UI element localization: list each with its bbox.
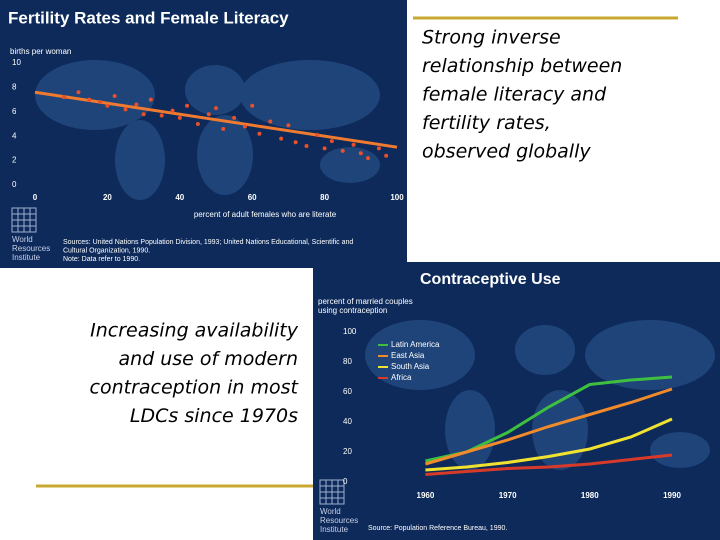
y-tick-label: 0 <box>343 477 348 486</box>
scatter-point <box>322 146 327 151</box>
legend-label: Latin America <box>391 340 440 349</box>
y-tick-label: 4 <box>12 131 17 140</box>
map-decoration <box>35 60 380 200</box>
source-note: Sources: United Nations Population Divis… <box>63 239 353 246</box>
caption: and use of modern <box>118 348 298 370</box>
y-tick-label: 8 <box>12 83 17 92</box>
y-axis-label: using contraception <box>318 306 387 315</box>
scatter-point <box>195 122 200 126</box>
source-note: Note: Data refer to 1990. <box>63 256 140 263</box>
scatter-point <box>105 103 110 108</box>
legend-label: Africa <box>391 373 412 382</box>
x-tick-label: 1980 <box>581 491 599 500</box>
legend-label: South Asia <box>391 362 430 371</box>
scatter-point <box>279 136 284 141</box>
y-tick-label: 2 <box>12 156 17 165</box>
series-line <box>425 387 673 466</box>
scatter-point <box>134 102 139 107</box>
scatter-point <box>268 119 273 124</box>
y-tick-label: 40 <box>343 417 352 426</box>
scatter-point <box>123 107 128 112</box>
y-tick-label: 6 <box>12 107 17 116</box>
caption: female literacy and <box>422 84 607 106</box>
scatter-point <box>329 139 334 144</box>
scatter-point <box>293 140 298 145</box>
scatter-point <box>98 100 103 105</box>
scatter-point <box>315 132 320 137</box>
scatter-point <box>148 97 153 102</box>
logo-icon <box>11 207 345 505</box>
x-tick-label: 40 <box>175 193 184 202</box>
y-tick-label: 0 <box>12 180 17 189</box>
scatter-point <box>206 112 211 117</box>
source-note: Source: Population Reference Bureau, 199… <box>368 525 507 532</box>
scatter-point <box>61 95 66 100</box>
x-tick-label: 0 <box>33 193 38 202</box>
trend-line <box>34 90 398 149</box>
legend-label: East Asia <box>391 351 425 360</box>
chart-background <box>313 262 720 540</box>
y-axis-label: births per woman <box>10 47 71 56</box>
scatter-point <box>112 93 117 98</box>
series-line <box>425 453 673 476</box>
scatter-point <box>242 124 247 129</box>
scatter-point <box>286 123 291 128</box>
caption: relationship between <box>422 55 622 77</box>
series-line <box>425 417 673 472</box>
caption: Increasing availability <box>90 320 299 342</box>
caption: Strong inverse <box>422 27 561 49</box>
logo-text: World <box>12 235 33 244</box>
scatter-point <box>214 106 218 111</box>
scatter-point <box>351 142 356 147</box>
x-tick-label: 80 <box>320 193 329 202</box>
y-tick-label: 60 <box>343 387 352 396</box>
caption: observed globally <box>422 141 591 163</box>
logo-text: Resources <box>320 516 358 525</box>
logo-text: Institute <box>12 253 41 262</box>
logo-text: Institute <box>320 525 349 534</box>
logo-text: Resources <box>12 244 50 253</box>
y-axis-label: percent of married couples <box>318 297 413 306</box>
caption: LDCs since 1970s <box>130 405 298 427</box>
source-note: Cultural Organization, 1990. <box>63 247 150 254</box>
x-axis-label: percent of adult females who are literat… <box>194 210 337 219</box>
caption: fertility rates, <box>422 112 551 134</box>
scatter-point <box>376 146 381 151</box>
scatter-point <box>76 90 81 95</box>
scatter-point <box>232 115 237 120</box>
caption: contraception in most <box>90 377 300 399</box>
scatter-point <box>185 103 190 108</box>
scatter-point <box>384 153 389 158</box>
x-tick-label: 60 <box>248 193 257 202</box>
scatter-point <box>340 148 345 153</box>
scatter-point <box>358 151 363 156</box>
x-tick-label: 1990 <box>663 491 681 500</box>
y-tick-label: 80 <box>343 357 352 366</box>
scatter-point <box>177 115 182 120</box>
scatter-point <box>257 131 262 136</box>
chart-title: Fertility Rates and Female Literacy <box>8 8 289 27</box>
x-tick-label: 1970 <box>499 491 517 500</box>
chart-title: Contraceptive Use <box>420 271 561 288</box>
scatter-point <box>87 97 92 102</box>
scatter-point <box>170 108 175 113</box>
y-tick-label: 10 <box>12 58 21 67</box>
scatter-point <box>250 103 255 108</box>
y-tick-label: 100 <box>343 327 357 336</box>
scatter-point <box>141 112 146 117</box>
y-tick-label: 20 <box>343 447 352 456</box>
x-tick-label: 100 <box>390 193 404 202</box>
x-tick-label: 20 <box>103 193 112 202</box>
scatter-point <box>366 156 371 161</box>
scatter-point <box>159 113 164 118</box>
x-tick-label: 1960 <box>417 491 435 500</box>
scatter-point <box>221 126 226 131</box>
scatter-point <box>304 143 309 148</box>
logo-text: World <box>320 507 341 516</box>
